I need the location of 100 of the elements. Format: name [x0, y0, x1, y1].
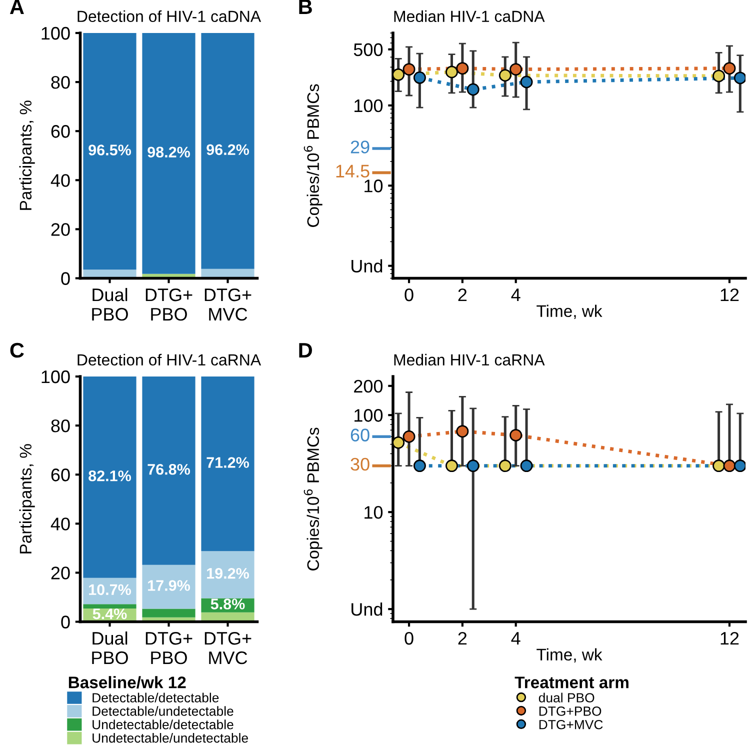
bar	[142, 608, 196, 618]
data-label: 71.2%	[206, 457, 250, 468]
chart-title: Detection of HIV-1 caRNA	[78, 354, 262, 366]
bar	[142, 33, 196, 274]
text: D	[299, 343, 312, 358]
legend-label: Detectable/undetectable	[92, 706, 234, 716]
text: A	[10, 0, 24, 14]
y-tick-label: 40	[50, 174, 70, 187]
point	[466, 83, 480, 96]
x-tick-label: 2	[458, 288, 467, 302]
ref-line-label: 30	[350, 458, 370, 471]
y-axis-title: Participants, %	[19, 100, 35, 210]
y-tick-label: 0	[61, 272, 70, 285]
point	[498, 69, 512, 82]
point	[402, 63, 416, 76]
bar	[83, 604, 136, 609]
bar	[142, 376, 196, 565]
point	[510, 63, 522, 76]
x-tick-label: DTG+ PBO	[146, 632, 192, 664]
chart-title: Median HIV-1 caRNA	[394, 354, 545, 366]
x-tick-label: DTG+ MVC	[204, 288, 252, 321]
point	[413, 460, 426, 472]
bar	[83, 33, 136, 270]
y-tick-label: 20	[51, 223, 70, 236]
x-axis-title: Time, wk	[536, 304, 602, 320]
x-tick-label: 4	[511, 632, 520, 645]
x-tick-label: 2	[458, 632, 467, 645]
ref-line-label: 14.5	[336, 164, 370, 178]
point	[402, 430, 416, 443]
point	[466, 460, 480, 472]
y-tick-label: 60	[51, 468, 70, 482]
legend-label: DTG+MVC	[539, 720, 603, 730]
x-tick-label: 0	[404, 632, 414, 645]
y-axis-title: Copies/10$^{6}$ PBMCs	[304, 428, 322, 570]
y-tick-label: Und	[352, 602, 382, 616]
data-label: 19.2%	[207, 568, 250, 579]
x-tick-label: DTG+ MVC	[204, 632, 252, 664]
data-label: 5.8%	[210, 598, 245, 610]
point	[413, 71, 426, 84]
y-tick-label: 80	[51, 419, 70, 432]
y-tick-label: 100	[42, 26, 70, 40]
y-tick-label: 100	[354, 409, 383, 422]
data-label: 76.8%	[148, 464, 190, 475]
text: B	[299, 0, 312, 14]
y-tick-label: 60	[51, 125, 70, 138]
y-tick-label: 500	[354, 43, 383, 56]
legend-title: Treatment arm	[514, 676, 628, 688]
point	[734, 460, 746, 472]
point	[712, 70, 726, 82]
x-tick-label: 0	[404, 288, 414, 302]
point	[456, 425, 469, 438]
point	[712, 460, 726, 472]
point	[446, 460, 458, 472]
data-label: 96.5%	[88, 144, 132, 156]
point	[734, 72, 746, 84]
bar	[201, 551, 254, 598]
ref-line-label: 29	[350, 140, 370, 154]
y-tick-label: 20	[51, 566, 70, 580]
data-label: 10.7%	[89, 584, 132, 596]
legend-label: Detectable/detectable	[92, 692, 219, 702]
legend-title: Baseline/wk 12	[68, 676, 186, 688]
point	[520, 76, 533, 88]
x-tick-label: Dual PBO	[92, 288, 128, 321]
chart-title: Detection of HIV-1 caDNA	[78, 10, 262, 22]
bar	[83, 376, 136, 578]
y-tick-label: 0	[61, 616, 70, 628]
point	[393, 68, 405, 81]
y-tick-label: 100	[354, 99, 383, 112]
data-label: 17.9%	[148, 580, 190, 591]
y-tick-label: Und	[352, 259, 382, 273]
data-label: 5.4%	[92, 608, 127, 620]
data-label: 96.2%	[206, 144, 250, 156]
data-label: 82.1%	[88, 470, 132, 482]
bar	[201, 376, 254, 552]
bar	[142, 564, 196, 609]
chart-title: Median HIV-1 caDNA	[394, 10, 545, 22]
x-tick-label: 12	[720, 632, 739, 645]
point	[723, 62, 736, 75]
y-tick-label: 80	[51, 76, 70, 89]
point	[520, 460, 533, 472]
y-tick-label: 40	[50, 518, 70, 530]
text: C	[10, 342, 24, 358]
x-axis-title: Time, wk	[536, 648, 602, 663]
legend-label: DTG+PBO	[539, 706, 602, 716]
point	[393, 436, 405, 449]
x-tick-label: 12	[720, 288, 739, 302]
data-label: 98.2%	[148, 146, 190, 158]
point	[498, 460, 512, 472]
legend-label: Undetectable/detectable	[92, 720, 234, 730]
y-tick-label: 100	[42, 370, 70, 384]
y-tick-label: 200	[354, 380, 383, 393]
x-tick-label: 4	[511, 288, 520, 302]
y-axis-title: Copies/10$^{6}$ PBMCs	[304, 84, 322, 227]
y-tick-label: 10	[364, 180, 383, 192]
y-tick-label: 10	[364, 506, 383, 519]
y-axis-title: Participants, %	[19, 444, 35, 554]
point	[456, 62, 469, 75]
legend-label: Undetectable/undetectable	[92, 733, 248, 743]
point	[510, 428, 522, 442]
point	[723, 460, 736, 472]
